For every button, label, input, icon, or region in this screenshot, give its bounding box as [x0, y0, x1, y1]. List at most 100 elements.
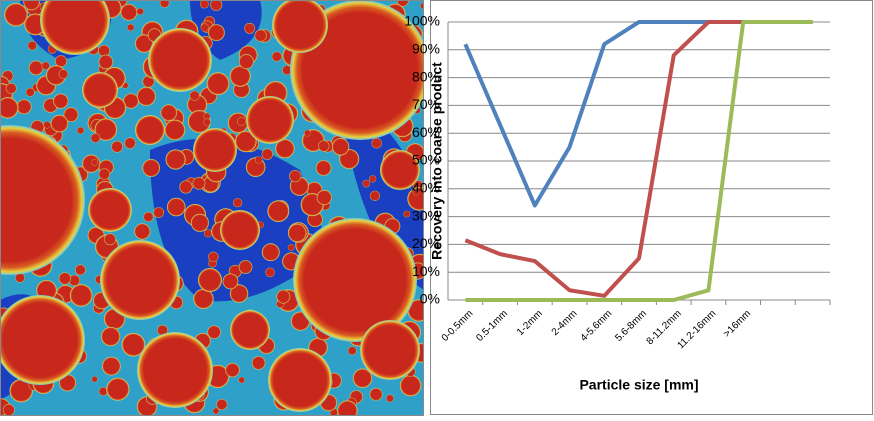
particle [142, 75, 155, 88]
particle [238, 54, 254, 70]
particle [91, 376, 98, 383]
particle [200, 23, 209, 32]
particle [315, 160, 332, 176]
particle [222, 273, 239, 290]
x-axis-title: Particle size [mm] [579, 377, 698, 393]
particle [268, 348, 332, 412]
particle [229, 65, 251, 87]
particle [276, 289, 291, 304]
particle [199, 0, 209, 9]
particle [230, 310, 270, 350]
y-tick-label: 100% [404, 13, 440, 29]
particle [190, 213, 209, 232]
particle [106, 377, 130, 401]
particle [135, 115, 165, 145]
y-tick-label: 80% [412, 68, 440, 84]
particle [272, 0, 328, 53]
particle [136, 86, 156, 107]
particle [2, 403, 15, 416]
particle [90, 133, 101, 143]
particle [261, 243, 280, 262]
particle [210, 0, 223, 11]
particle [275, 138, 295, 159]
particle [207, 24, 225, 42]
particle [220, 210, 260, 250]
particle [347, 346, 357, 356]
y-tick-label: 20% [412, 235, 440, 251]
particle [82, 72, 118, 108]
particle [98, 44, 110, 57]
particle [68, 274, 81, 287]
particle [134, 223, 151, 240]
particle [282, 65, 292, 75]
particle [337, 400, 358, 416]
particle [304, 129, 311, 137]
particle [15, 272, 25, 283]
particle [0, 97, 19, 119]
particle [229, 284, 249, 303]
particle [192, 176, 206, 190]
particle [75, 264, 86, 276]
particle [4, 2, 28, 27]
particle [207, 325, 221, 339]
particle [82, 154, 101, 173]
particle [159, 0, 170, 8]
particle [261, 148, 274, 160]
particle [121, 332, 146, 357]
particle [386, 394, 394, 403]
particle [265, 267, 275, 278]
particle [143, 211, 154, 222]
particle [244, 22, 256, 34]
particle [0, 125, 85, 275]
particle [123, 93, 139, 109]
y-tick-label: 90% [412, 41, 440, 57]
particle [136, 7, 144, 15]
particle [16, 99, 32, 115]
y-tick-label: 0% [420, 291, 440, 307]
particle [88, 188, 132, 232]
y-tick-label: 40% [412, 180, 440, 196]
particle [5, 82, 17, 94]
particle [198, 268, 222, 292]
particle [331, 138, 350, 156]
particle [164, 119, 186, 141]
particle [69, 284, 93, 307]
particle [287, 244, 295, 251]
particle [27, 40, 37, 51]
particle [369, 190, 380, 201]
particle [25, 87, 35, 97]
particle [100, 240, 180, 320]
particle [148, 28, 212, 92]
particle [53, 93, 69, 109]
y-tick-label: 10% [412, 263, 440, 279]
particle [101, 356, 121, 376]
particle [124, 137, 136, 149]
particle [399, 374, 422, 397]
particle [225, 362, 240, 378]
y-axis-title: Recovery into coarse product [429, 62, 445, 260]
particle [98, 54, 114, 70]
particle [58, 374, 77, 392]
particle [137, 332, 213, 408]
particle [403, 210, 411, 218]
particle [238, 376, 245, 384]
particle [316, 189, 332, 206]
particle [101, 326, 121, 347]
particle [371, 138, 382, 149]
particle [153, 207, 165, 218]
particle [352, 368, 373, 389]
particle [216, 398, 228, 411]
particle [246, 96, 294, 144]
particle [369, 387, 383, 401]
particle [206, 72, 230, 96]
particle [237, 117, 246, 126]
particle [193, 128, 237, 172]
y-tick-label: 30% [412, 207, 440, 223]
particle [111, 140, 123, 153]
particle [157, 324, 168, 336]
particle [55, 55, 67, 68]
particle [289, 169, 302, 183]
particle [120, 3, 138, 21]
particle [179, 180, 193, 194]
